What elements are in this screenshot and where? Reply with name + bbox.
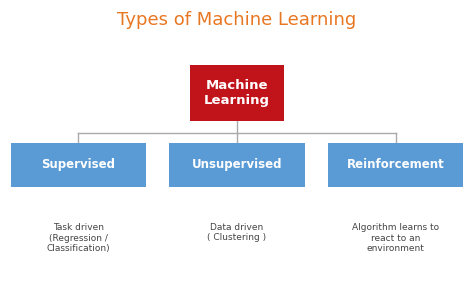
Text: Task driven
(Regression /
Classification): Task driven (Regression / Classification… <box>46 223 110 253</box>
Text: Unsupervised: Unsupervised <box>192 158 282 171</box>
Text: Machine
Learning: Machine Learning <box>204 79 270 107</box>
Text: Data driven
( Clustering ): Data driven ( Clustering ) <box>208 223 266 242</box>
FancyBboxPatch shape <box>190 65 284 121</box>
FancyBboxPatch shape <box>170 143 304 187</box>
FancyBboxPatch shape <box>11 143 146 187</box>
Text: Algorithm learns to
react to an
environment: Algorithm learns to react to an environm… <box>352 223 439 253</box>
FancyBboxPatch shape <box>328 143 464 187</box>
Text: Reinforcement: Reinforcement <box>347 158 445 171</box>
Text: Types of Machine Learning: Types of Machine Learning <box>118 11 356 29</box>
Text: Supervised: Supervised <box>41 158 115 171</box>
